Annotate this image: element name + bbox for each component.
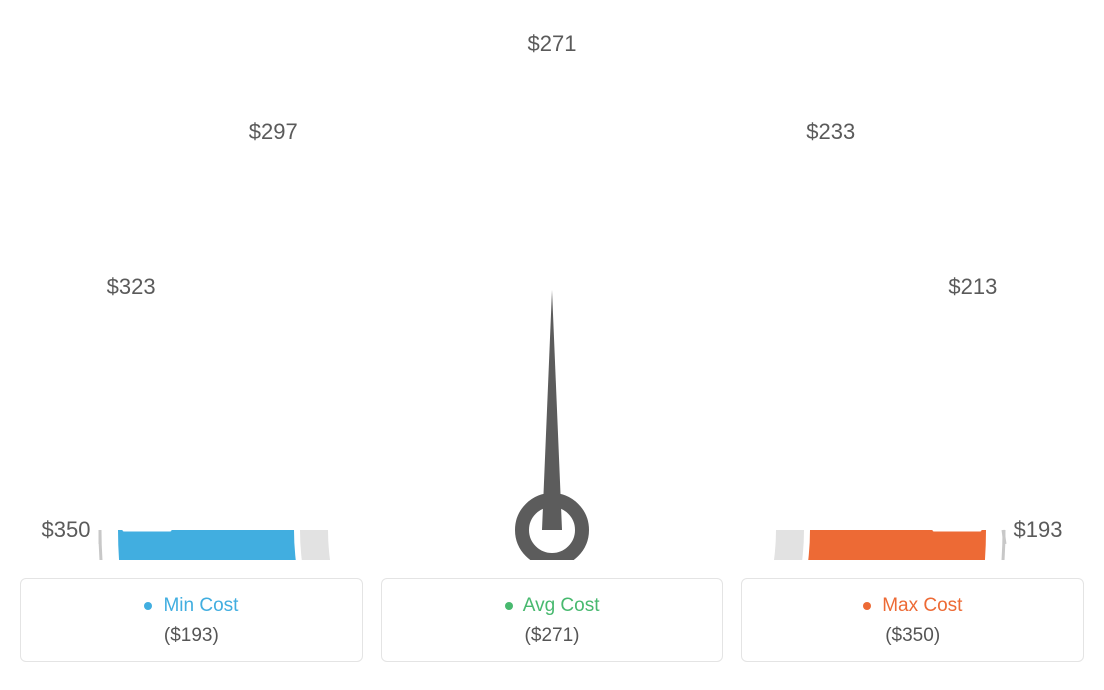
gauge-tick-label: $233	[806, 119, 855, 145]
legend-title-max: Max Cost	[752, 595, 1073, 617]
legend-label: Max Cost	[882, 595, 962, 616]
legend-card-min: Min Cost ($193)	[20, 578, 363, 662]
legend-label: Avg Cost	[523, 595, 600, 616]
dot-icon	[144, 602, 152, 610]
legend-value-avg: ($271)	[392, 625, 713, 647]
legend-title-min: Min Cost	[31, 595, 352, 617]
dot-icon	[863, 602, 871, 610]
gauge-tick-label: $193	[1014, 517, 1063, 543]
gauge-tick-label: $323	[107, 274, 156, 300]
legend-card-max: Max Cost ($350)	[741, 578, 1084, 662]
gauge-svg	[20, 20, 1084, 560]
legend-card-avg: Avg Cost ($271)	[381, 578, 724, 662]
legend-label: Min Cost	[163, 595, 238, 616]
dot-icon	[505, 602, 513, 610]
gauge-tick-label: $297	[249, 119, 298, 145]
gauge-tick-label: $271	[528, 31, 577, 57]
cost-gauge: $193 $213 $233 $271 $297 $323 $350	[20, 20, 1084, 560]
legend-title-avg: Avg Cost	[392, 595, 713, 617]
gauge-tick-label: $350	[42, 517, 91, 543]
gauge-tick-label: $213	[948, 274, 997, 300]
legend-value-max: ($350)	[752, 625, 1073, 647]
legend-value-min: ($193)	[31, 625, 352, 647]
legend-row: Min Cost ($193) Avg Cost ($271) Max Cost…	[20, 578, 1084, 662]
